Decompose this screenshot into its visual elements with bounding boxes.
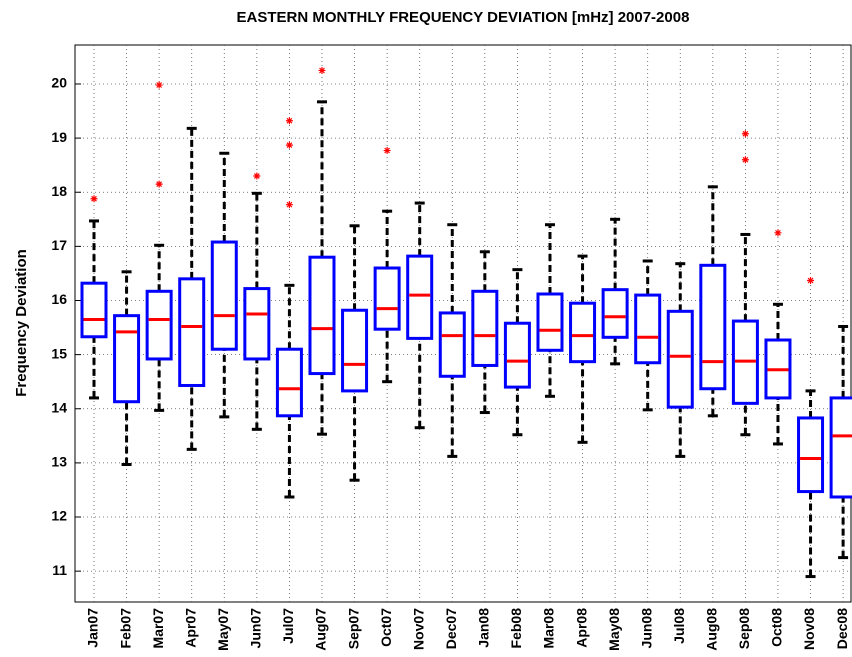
box (634, 293, 662, 365)
outlier (741, 130, 749, 138)
outlier (741, 156, 749, 164)
plot-frame (74, 44, 852, 603)
box (113, 314, 141, 404)
x-tick-label: Jan07 (85, 608, 101, 648)
y-tick-label: 11 (52, 562, 67, 578)
x-tick-label: Oct08 (769, 608, 785, 647)
box (601, 288, 629, 339)
outlier (90, 195, 98, 203)
outlier (285, 201, 293, 209)
x-tick-label: Oct07 (378, 608, 394, 647)
outlier (155, 180, 163, 188)
box (666, 309, 694, 409)
outlier (318, 66, 326, 74)
x-tick-label: Dec08 (834, 608, 850, 649)
x-tick-label: Feb08 (508, 608, 524, 649)
box (178, 277, 206, 387)
box (406, 254, 434, 340)
box (80, 281, 108, 339)
x-tick-label: Aug08 (704, 608, 720, 651)
y-tick-label: 12 (51, 508, 67, 524)
box (243, 287, 271, 361)
x-tick-label: Jul07 (280, 608, 296, 644)
x-tick-label: Mar07 (150, 608, 166, 649)
x-tick-label: May07 (215, 608, 231, 651)
x-tick-label: Jun08 (638, 608, 654, 649)
x-tick-label: Feb07 (117, 608, 133, 649)
box (275, 347, 303, 418)
x-tick-label: Sep08 (736, 608, 752, 649)
y-tick-label: 18 (51, 183, 67, 199)
x-tick-label: Dec07 (443, 608, 459, 649)
x-tick-label: Apr07 (182, 608, 198, 648)
y-tick-label: 15 (51, 345, 67, 361)
y-tick-label: 20 (51, 75, 67, 91)
box (373, 266, 401, 331)
box (210, 240, 238, 351)
y-axis-label: Frequency Deviation (13, 249, 30, 397)
x-tick-label: Aug07 (313, 608, 329, 651)
box (503, 321, 531, 389)
x-tick-label: Nov08 (801, 608, 817, 650)
y-tick-label: 19 (51, 129, 67, 145)
box (471, 289, 499, 367)
y-tick-label: 13 (51, 454, 67, 470)
box (438, 311, 466, 378)
chart-title: EASTERN MONTHLY FREQUENCY DEVIATION [mHz… (237, 9, 690, 26)
outlier (155, 81, 163, 89)
outlier (285, 141, 293, 149)
x-tick-label: Jul08 (671, 608, 687, 644)
box (536, 292, 564, 352)
outlier (774, 229, 782, 237)
x-tick-label: Sep07 (345, 608, 361, 649)
outlier (253, 172, 261, 180)
box (308, 255, 336, 376)
x-tick-label: Jun07 (248, 608, 264, 649)
box (341, 308, 369, 393)
box (829, 396, 852, 499)
x-tick-label: Nov07 (410, 608, 426, 650)
box (699, 263, 727, 391)
box (797, 416, 825, 494)
outlier (807, 276, 815, 284)
x-tick-label: Mar08 (541, 608, 557, 649)
x-tick-label: May08 (606, 608, 622, 651)
y-tick-label: 14 (51, 399, 67, 415)
y-tick-label: 16 (51, 291, 67, 307)
outlier (285, 117, 293, 125)
box (145, 289, 173, 361)
y-tick-label: 17 (51, 237, 67, 253)
box (569, 301, 597, 364)
x-tick-label: Apr08 (573, 608, 589, 648)
outlier (383, 147, 391, 155)
x-tick-label: Jan08 (476, 608, 492, 648)
